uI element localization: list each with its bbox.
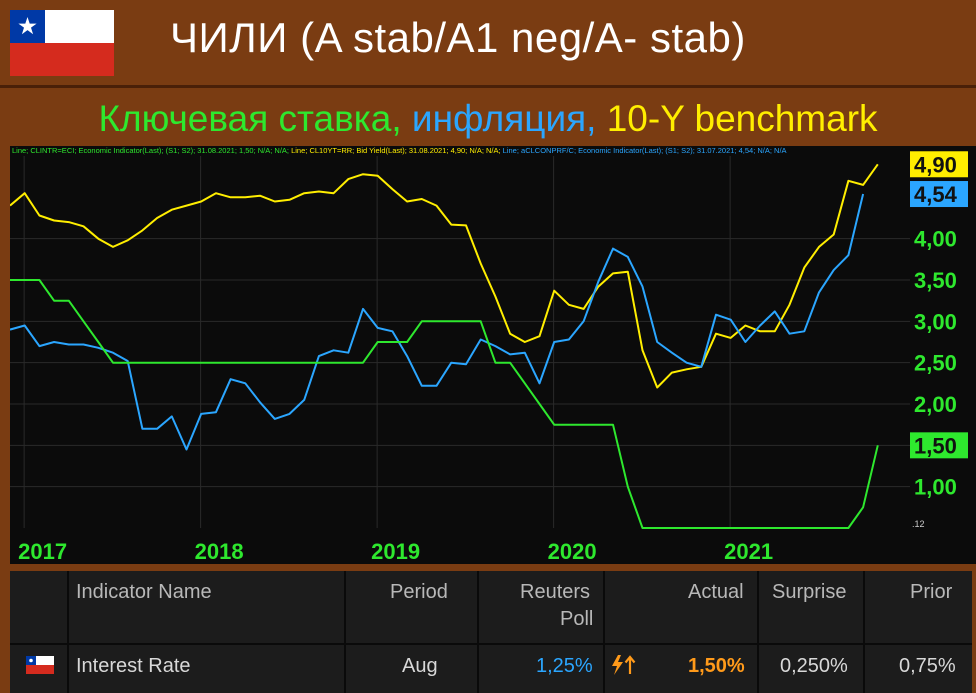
column-divider xyxy=(863,571,865,693)
x-tick-label: 2019 xyxy=(371,539,420,564)
chile-flag-small-icon xyxy=(26,656,54,674)
column-divider xyxy=(477,571,479,693)
series-line-aclconprfc xyxy=(10,193,865,451)
y-marker-label: 1,50 xyxy=(914,433,957,458)
x-tick-label: 2020 xyxy=(548,539,597,564)
prior-cell: 0,75% xyxy=(899,655,956,677)
column-divider xyxy=(344,571,346,693)
poll-cell: 1,25% xyxy=(536,655,593,677)
lightning-up-arrow-icon xyxy=(612,655,636,675)
series-line-cl10ytrr xyxy=(10,163,879,389)
surprise-cell: 0,250% xyxy=(780,655,848,677)
y-tick-label: 2,50 xyxy=(914,351,957,376)
chart-panel: Line; CLINTR=ECI; Economic Indicator(Las… xyxy=(10,146,976,564)
legend-bond: Line; CL10YT=RR; Bid Yield(Last); 31.08.… xyxy=(289,146,501,155)
legend-cpi: Line; aCLCONPRF/C; Economic Indicator(La… xyxy=(500,146,787,155)
header-poll: Poll xyxy=(560,608,594,630)
period-cell: Aug xyxy=(402,655,438,677)
subtitle-benchmark: 10-Y benchmark xyxy=(606,98,878,139)
economic-indicator-table: Indicator Name Period Reuters Poll Actua… xyxy=(10,571,972,693)
row-divider xyxy=(10,643,972,645)
header-divider xyxy=(0,85,976,88)
line-chart: 2017 2018 2019 2020 2021 4,00 3,50 3,00 2,50 2,00… xyxy=(10,151,968,564)
header-indicator-name: Indicator Name xyxy=(76,581,212,603)
y-tick-label: 1,00 xyxy=(914,475,957,500)
column-divider xyxy=(603,571,605,693)
y-marker-badge xyxy=(910,432,968,459)
page-title: ЧИЛИ (A stab/A1 neg/A- stab) xyxy=(170,14,746,61)
column-divider xyxy=(757,571,759,693)
header-reuters: Reuters xyxy=(520,581,591,603)
y-tick-label: 4,00 xyxy=(914,227,957,252)
y-marker-badge xyxy=(910,151,968,178)
actual-cell: 1,50% xyxy=(688,655,745,677)
y-marker-label: 4,54 xyxy=(914,182,958,207)
x-tick-label: 2018 xyxy=(195,539,244,564)
indicator-name-cell: Interest Rate xyxy=(76,655,191,677)
subtitle-inflation: инфляция, xyxy=(411,98,607,139)
x-tick-label: 2021 xyxy=(724,539,773,564)
chart-legend: Line; CLINTR=ECI; Economic Indicator(Las… xyxy=(12,146,787,155)
header-surprise: Surprise xyxy=(772,581,847,603)
y-marker-badge xyxy=(910,181,968,208)
header-period: Period xyxy=(390,581,448,603)
y-tick-label: 3,00 xyxy=(914,309,957,334)
legend-rate: Line; CLINTR=ECI; Economic Indicator(Las… xyxy=(12,146,290,155)
header-bar: ЧИЛИ (A stab/A1 neg/A- stab) xyxy=(0,0,976,85)
header-prior: Prior xyxy=(910,581,953,603)
corner-label: .12 xyxy=(912,519,925,529)
x-tick-label: 2017 xyxy=(18,539,67,564)
chile-flag-icon xyxy=(10,10,114,76)
column-divider xyxy=(67,571,69,693)
chart-subtitle: Ключевая ставка, инфляция, 10-Y benchmar… xyxy=(0,88,976,146)
series-line-clintreci xyxy=(10,279,879,529)
header-actual: Actual xyxy=(688,581,744,603)
y-marker-label: 4,90 xyxy=(914,152,957,177)
y-tick-label: 2,00 xyxy=(914,392,957,417)
subtitle-rate: Ключевая ставка, xyxy=(98,98,412,139)
y-tick-label: 3,50 xyxy=(914,268,957,293)
